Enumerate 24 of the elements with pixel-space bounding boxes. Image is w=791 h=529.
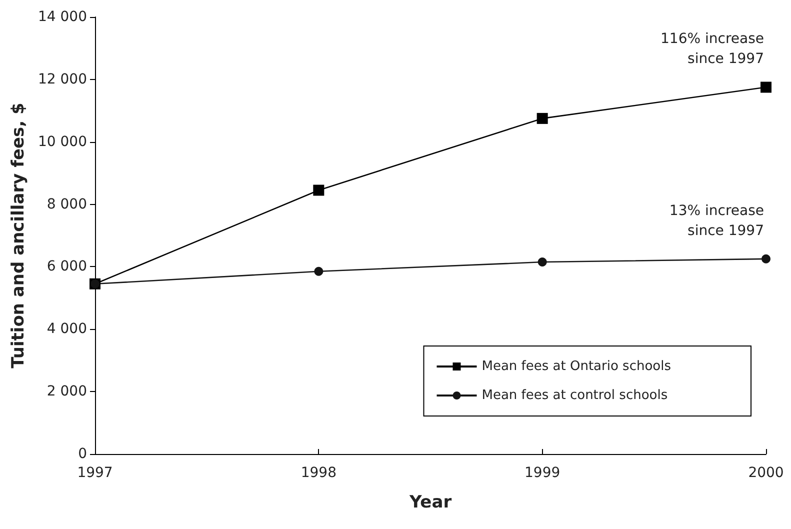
y-tick-label: 0 bbox=[78, 446, 87, 462]
y-tick-label: 14 000 bbox=[38, 9, 87, 25]
legend-label: Mean fees at control schools bbox=[482, 388, 668, 403]
y-tick-label: 4 000 bbox=[46, 321, 87, 338]
point bbox=[314, 266, 324, 276]
x-tick-label: 1997 bbox=[77, 465, 113, 481]
x-axis-title: Year bbox=[408, 492, 452, 512]
legend-label: Mean fees at Ontario schools bbox=[482, 359, 672, 374]
point bbox=[536, 112, 548, 124]
x-tick-label: 1999 bbox=[524, 465, 560, 481]
y-tick-label: 6 000 bbox=[46, 258, 87, 275]
y-tick-label: 2 000 bbox=[46, 384, 87, 400]
y-tick-label: 8 000 bbox=[46, 196, 87, 212]
y-tick-label: 10 000 bbox=[38, 134, 87, 150]
point bbox=[313, 184, 324, 196]
point bbox=[762, 254, 770, 264]
y-axis-title: Tuition and ancillary fees, $ bbox=[8, 102, 29, 368]
x-tick-label: 1998 bbox=[300, 465, 336, 481]
y-tick-label: 12 000 bbox=[38, 71, 87, 88]
annotation: 116% increase since 1997 bbox=[660, 31, 764, 68]
point bbox=[760, 82, 772, 93]
x-tick-label: 2000 bbox=[748, 465, 784, 481]
annotation: 13% increase since 1997 bbox=[669, 202, 764, 239]
point bbox=[538, 258, 547, 267]
